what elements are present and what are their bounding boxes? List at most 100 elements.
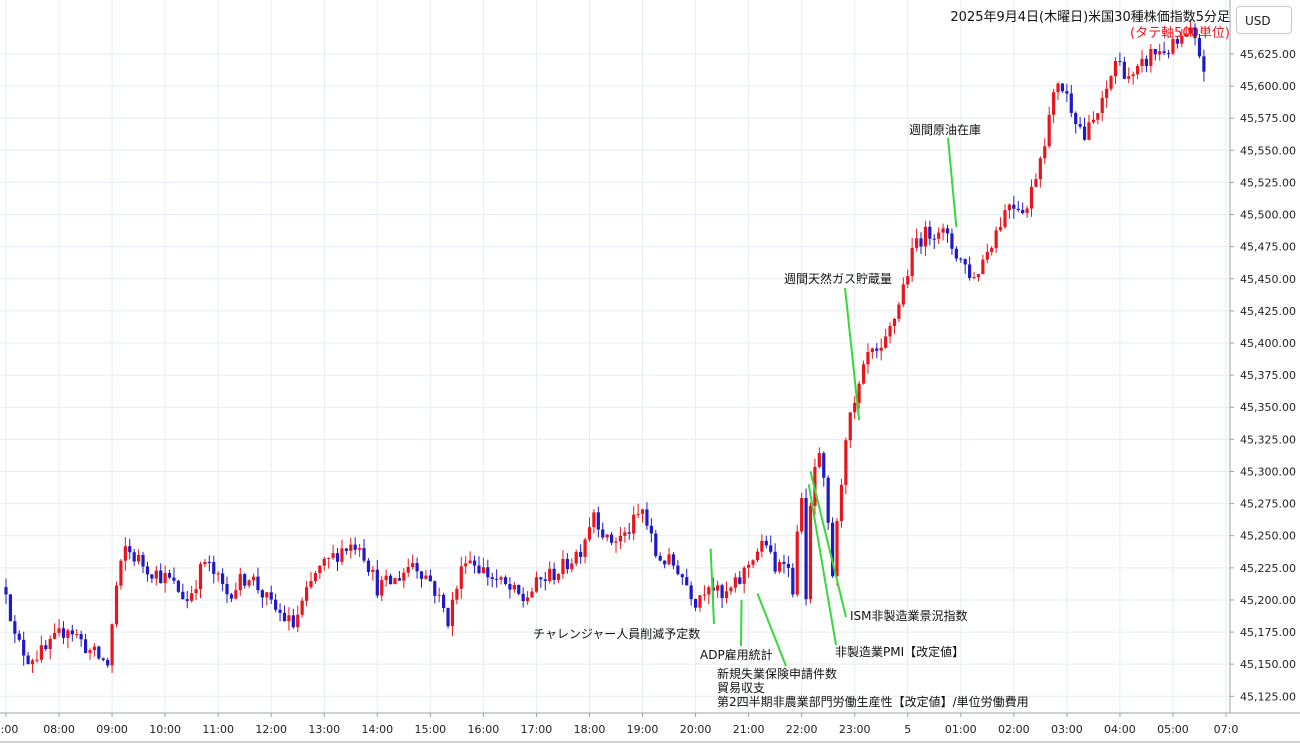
candle [866, 343, 870, 374]
candle-body [826, 477, 830, 523]
candle [83, 633, 88, 654]
candle-body [888, 326, 892, 337]
candle [671, 551, 676, 570]
annotation-label: 週間天然ガス貯蔵量 [784, 271, 892, 286]
x-tick-label: 22:00 [786, 723, 818, 736]
candle-body [614, 541, 618, 543]
candle-body [194, 589, 198, 594]
candle-body [1091, 119, 1095, 123]
candle [1078, 117, 1082, 129]
candle-body [906, 276, 910, 285]
candle-body [1184, 33, 1188, 36]
candle [1180, 28, 1184, 48]
candle-body [1158, 51, 1162, 55]
x-tick-label: 20:00 [680, 723, 712, 736]
candle-body [1038, 158, 1042, 180]
candle-body [313, 573, 318, 582]
candle-body [1078, 124, 1082, 127]
candle-body [937, 232, 941, 239]
candle-body [4, 587, 8, 595]
candle [220, 568, 225, 592]
candle-body [636, 513, 640, 515]
candle-body [968, 264, 972, 278]
candle-body [265, 592, 269, 598]
candle-body [424, 575, 428, 579]
candle [795, 524, 799, 597]
candle [13, 615, 17, 644]
candle-body [296, 614, 300, 628]
candle-body [632, 514, 636, 534]
candle [459, 556, 463, 599]
candle [1127, 67, 1131, 84]
candle-body [101, 658, 105, 661]
candle [119, 558, 123, 590]
candle [742, 565, 746, 594]
candle [508, 577, 512, 599]
candle [141, 551, 145, 574]
candle-body [371, 569, 375, 572]
candle [1184, 26, 1188, 36]
candle-body [981, 259, 985, 274]
candle [437, 587, 441, 603]
candle [442, 592, 446, 613]
candle [747, 560, 751, 578]
candle-body [508, 584, 512, 590]
candle [207, 555, 211, 572]
candle [185, 591, 189, 609]
candle-body [950, 233, 954, 249]
candle [163, 565, 167, 593]
candle-body [782, 561, 786, 564]
candle-body [322, 558, 326, 566]
candle-body [534, 577, 539, 592]
currency-button[interactable]: USD [1236, 6, 1292, 34]
candle-body [623, 532, 627, 536]
candle-body [1100, 97, 1104, 114]
candle [57, 619, 61, 637]
x-tick-label: 01:00 [945, 723, 977, 736]
candle-body [879, 347, 883, 351]
candle [291, 608, 295, 629]
candle [800, 492, 804, 535]
annotation-leader-line [740, 599, 743, 647]
candle-body [658, 555, 662, 561]
candle [1122, 56, 1126, 80]
candle [760, 534, 764, 558]
candle [358, 543, 362, 557]
candle-body [128, 546, 132, 553]
candle [539, 576, 543, 588]
candle [839, 478, 844, 528]
candle-body [1127, 76, 1131, 79]
candle-body [1016, 208, 1020, 211]
candle [1043, 138, 1047, 165]
candle-body [698, 595, 702, 608]
candle [609, 531, 614, 546]
candle [243, 572, 247, 589]
y-tick-label: 45,600.00 [1240, 80, 1296, 93]
x-tick-label: 13:00 [308, 723, 340, 736]
candle-body [1047, 114, 1051, 147]
candle-body [455, 588, 459, 600]
candle-body [1189, 27, 1193, 34]
candle [313, 570, 318, 584]
candle-body [901, 284, 905, 305]
candle [1166, 49, 1171, 59]
y-tick-label: 45,425.00 [1240, 305, 1296, 318]
candle [755, 548, 760, 563]
candle-body [1034, 179, 1038, 187]
candle [415, 557, 419, 579]
candle-body [260, 590, 264, 598]
candle [804, 488, 808, 606]
candle [353, 537, 357, 555]
candle-body [92, 646, 97, 651]
candle-body [579, 552, 583, 557]
candle [636, 503, 640, 519]
candle-body [225, 583, 229, 595]
y-tick-label: 45,575.00 [1240, 112, 1296, 125]
x-tick-label: 11:00 [202, 723, 234, 736]
candle-body [1096, 113, 1100, 120]
candle [455, 585, 459, 605]
candle [490, 572, 494, 588]
x-tick-label: 03:00 [1051, 723, 1083, 736]
candle [1162, 41, 1166, 56]
candle-body [220, 573, 225, 584]
